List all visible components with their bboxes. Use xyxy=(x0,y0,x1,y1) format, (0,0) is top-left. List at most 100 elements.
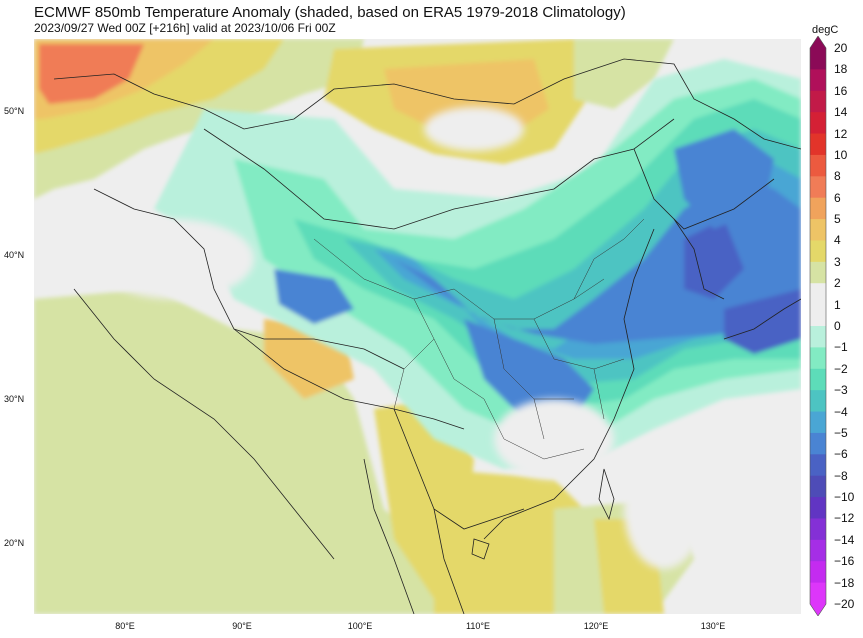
lon-label-110e: 110°E xyxy=(466,621,490,631)
colorbar-segment xyxy=(810,475,826,498)
coastline-china xyxy=(483,228,655,540)
colorbar-tick-label: −12 xyxy=(834,511,855,526)
country-borders xyxy=(53,58,801,614)
colorbar-tick-label: 20 xyxy=(834,41,848,55)
colorbar-segment xyxy=(810,561,826,584)
lon-label-130e: 130°E xyxy=(700,621,726,631)
colorbar-tick-label: −16 xyxy=(834,554,855,569)
colorbar-segment xyxy=(810,497,826,519)
lon-label-80e: 80°E xyxy=(115,621,135,631)
colorbar-tick-label: −6 xyxy=(834,447,848,462)
cold-area-korea xyxy=(684,219,744,299)
border-manchuria xyxy=(633,148,775,230)
colorbar-segment xyxy=(810,112,826,135)
neutral-pocket-gobi xyxy=(424,107,524,151)
colorbar-tick-label: 5 xyxy=(834,212,841,227)
border-myanmar xyxy=(363,458,415,614)
map-subtitle: 2023/09/27 Wed 00Z [+216h] valid at 2023… xyxy=(34,21,336,35)
colorbar-tick-label: −8 xyxy=(834,468,848,483)
border-indochina xyxy=(433,508,465,614)
cold-area-japan xyxy=(724,289,801,354)
colorbar-tick-label: 8 xyxy=(834,169,841,184)
colorbar-tick-label: 1 xyxy=(834,297,841,312)
hot-spot-northwest xyxy=(39,44,144,104)
colorbar-segment xyxy=(810,368,826,391)
colorbar-tick-label: 14 xyxy=(834,105,848,120)
colorbar-tick-label: 10 xyxy=(834,147,848,162)
border-himalaya xyxy=(233,328,465,430)
colorbar-segment xyxy=(810,304,826,327)
colorbar-segment xyxy=(810,518,826,541)
colorbar-segment xyxy=(810,240,826,263)
colorbar-tick-label: −10 xyxy=(834,490,855,505)
colorbar-segment xyxy=(810,69,826,92)
colorbar-segment xyxy=(810,219,826,241)
colorbar-tick-label: −4 xyxy=(834,404,848,419)
anomaly-map-svg xyxy=(34,39,801,614)
border-india xyxy=(73,288,335,560)
colorbar-segment xyxy=(810,347,826,370)
province-borders xyxy=(313,218,645,460)
colorbar-cap-top xyxy=(810,36,826,48)
colorbar-tick-label: 3 xyxy=(834,254,841,269)
colorbar-tick-label: −14 xyxy=(834,532,855,547)
colorbar-segment xyxy=(810,197,826,220)
colorbar-segment xyxy=(810,261,826,284)
colorbar-tick-label: −1 xyxy=(834,340,848,355)
colorbar-segment xyxy=(810,582,826,605)
lon-label-100e: 100°E xyxy=(347,621,373,631)
coastline-taiwan xyxy=(598,468,615,521)
colorbar-segment xyxy=(810,283,826,306)
colorbar-cap-bottom xyxy=(810,604,826,616)
colorbar-tick-label: −3 xyxy=(834,383,848,398)
colorbar-tick-label: −2 xyxy=(834,361,848,376)
cold-area-6 xyxy=(394,179,801,344)
lat-label-50n: 50°N xyxy=(4,106,25,116)
lat-label-20n: 20°N xyxy=(4,538,25,548)
colorbar-segment xyxy=(810,326,826,348)
colorbar-segment xyxy=(810,48,826,70)
colorbar xyxy=(809,36,827,616)
colorbar-segment xyxy=(810,133,826,156)
border-china-mongolia xyxy=(203,118,675,230)
colorbar-tick-label: 2 xyxy=(834,276,841,291)
cold-area-tibet xyxy=(274,269,354,324)
lon-label-120e: 120°E xyxy=(583,621,609,631)
colorbar-tick-label: 6 xyxy=(834,190,841,205)
cold-area-northeast xyxy=(674,129,774,229)
border-korea xyxy=(673,218,725,300)
coastline-hainan xyxy=(471,538,490,560)
colorbar-tick-label: 12 xyxy=(834,126,848,141)
border-north-mongolia xyxy=(53,58,801,150)
anomaly-map xyxy=(34,39,801,614)
warm-area-north-east-strip xyxy=(574,39,674,109)
colorbar-segment xyxy=(810,154,826,177)
colorbar-segment xyxy=(810,390,826,413)
border-southeast-asia xyxy=(393,408,525,530)
colorbar-tick-label: 4 xyxy=(834,233,841,248)
lat-label-40n: 40°N xyxy=(4,250,25,260)
lon-label-90e: 90°E xyxy=(232,621,252,631)
colorbar-segment xyxy=(810,539,826,562)
border-china-west xyxy=(93,188,405,370)
colorbar-segment xyxy=(810,176,826,199)
neutral-pocket-tarim xyxy=(94,219,254,299)
colorbar-tick-label: −18 xyxy=(834,575,855,590)
colorbar-segment xyxy=(810,454,826,477)
colorbar-tick-label: −20 xyxy=(834,597,855,611)
coastline-japan xyxy=(723,298,801,340)
cold-area-inland-core xyxy=(464,319,594,419)
colorbar-segment xyxy=(810,432,826,455)
colorbar-tick-label: 16 xyxy=(834,83,848,98)
colorbar-tick-label: 18 xyxy=(834,62,848,77)
neutral-pockets xyxy=(94,107,704,569)
map-title: ECMWF 850mb Temperature Anomaly (shaded,… xyxy=(34,4,626,21)
lat-label-30n: 30°N xyxy=(4,394,25,404)
neutral-pocket-sea xyxy=(624,449,704,569)
colorbar-segment xyxy=(810,90,826,113)
warm-anomaly-fields xyxy=(34,39,694,614)
neutral-pocket-south-china xyxy=(494,399,614,479)
colorbar-segment xyxy=(810,411,826,434)
warm-area-india xyxy=(34,289,504,614)
colorbar-tick-label: 0 xyxy=(834,319,841,333)
